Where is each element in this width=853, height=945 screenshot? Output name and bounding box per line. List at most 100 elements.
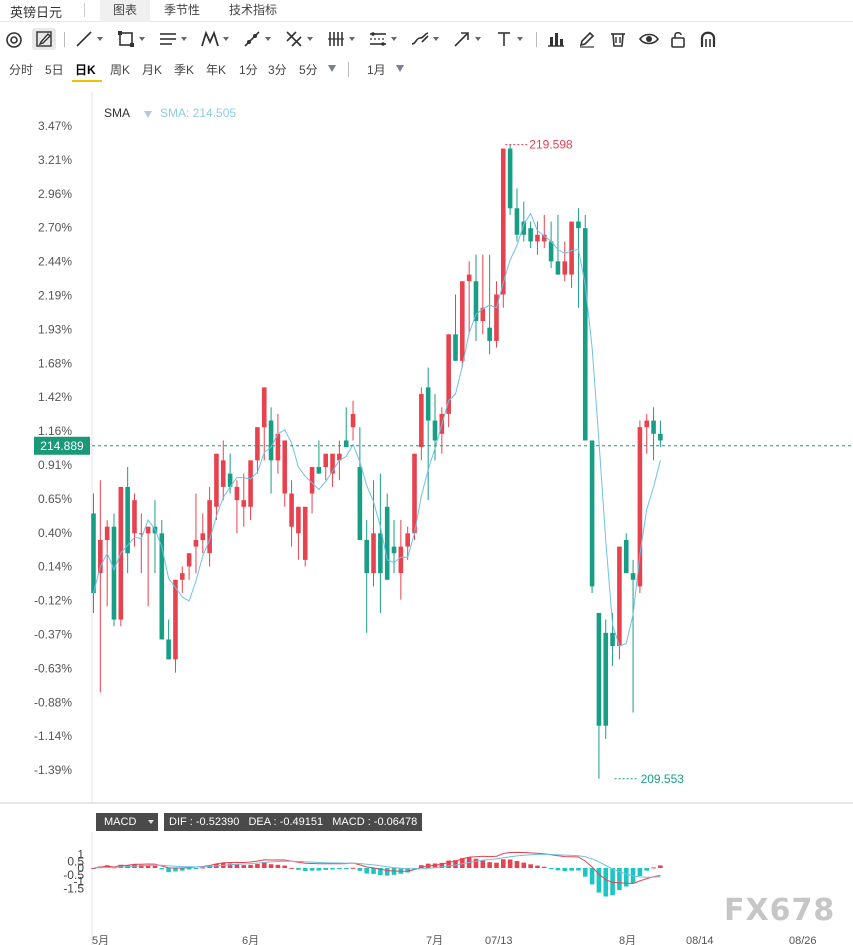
- macd-hist-bar: [494, 862, 499, 868]
- period-3min[interactable]: 3分: [268, 63, 287, 77]
- tab-technical[interactable]: 技术指标: [228, 3, 277, 17]
- y-tick-label: 1.16%: [38, 424, 72, 438]
- y-tick-label: 1.68%: [38, 356, 72, 370]
- x-tick-label: 08/26: [789, 935, 817, 945]
- y-tick-label: 0.65%: [38, 492, 72, 506]
- trash-icon[interactable]: [608, 28, 628, 50]
- candle-body: [241, 500, 247, 507]
- candle-body: [255, 427, 260, 461]
- indicator-toggle-icon: [144, 111, 152, 118]
- lock-icon[interactable]: [668, 28, 688, 50]
- macd-hist-bar: [378, 868, 383, 876]
- candle-body: [343, 440, 349, 448]
- macd-hist-bar: [173, 868, 178, 872]
- price-chart[interactable]: 3.47% 3.21% 2.96% 2.70% 2.44% 2.19% 1.93% 1.68%…: [0, 92, 853, 804]
- candle-body: [582, 228, 588, 441]
- y-tick-label: 2.44%: [38, 255, 72, 269]
- magnet-icon[interactable]: [698, 28, 718, 50]
- y-tick-label: 2.96%: [38, 187, 72, 201]
- range-select[interactable]: 1月: [367, 63, 386, 77]
- channel-icon[interactable]: [368, 28, 397, 50]
- macd-hist-bar: [562, 868, 568, 872]
- candle-body: [234, 486, 240, 501]
- hlines-icon[interactable]: [158, 28, 187, 50]
- y-tick-label: -1.39%: [34, 763, 72, 777]
- eye-icon[interactable]: [638, 28, 660, 50]
- current-price-tag: [34, 436, 90, 455]
- y-tick-label: -0.12%: [34, 594, 72, 608]
- max-annotation: 219.598: [529, 138, 573, 152]
- macd-hist-bar: [186, 868, 192, 870]
- period-quarterly[interactable]: 季K: [174, 63, 195, 77]
- candle-body: [432, 420, 438, 441]
- y-tick-label: -0.37%: [34, 628, 72, 642]
- period-monthly[interactable]: 月K: [142, 63, 163, 77]
- brush-icon[interactable]: [410, 28, 439, 50]
- rect-icon[interactable]: [116, 28, 145, 50]
- candle-body: [98, 539, 103, 574]
- macd-hist-bar: [139, 864, 144, 868]
- line-icon[interactable]: [74, 28, 103, 50]
- x-tick-label: 08/14: [686, 935, 714, 945]
- candle-body: [610, 632, 615, 647]
- period-yearly[interactable]: 年K: [206, 63, 227, 77]
- text-icon[interactable]: [494, 28, 523, 50]
- toolbar-divider: [536, 32, 537, 47]
- period-intraday[interactable]: 分时: [9, 63, 34, 77]
- period-5day[interactable]: 5日: [45, 63, 64, 77]
- candle-body: [296, 506, 301, 534]
- macd-hist-bar: [460, 858, 465, 868]
- y-tick-label: -1.14%: [34, 729, 72, 743]
- macd-chart[interactable]: 10.50-0.5-1-1.5 5月 6月 7月 07/13 8月 08/14 08/26: [0, 832, 853, 945]
- macd-hist-bar: [548, 868, 554, 869]
- period-selector: 分时 5日 日K 周K 月K 季K 年K 1分 3分 5分 1月: [0, 58, 853, 82]
- more-periods-icon[interactable]: [328, 65, 336, 72]
- macd-hist-bar: [323, 868, 329, 870]
- tab-chart[interactable]: 图表: [100, 0, 150, 22]
- macd-hist-bar: [282, 865, 288, 868]
- circle-tool-icon[interactable]: [4, 28, 24, 50]
- macd-hist-bar: [296, 868, 301, 870]
- macd-hist-bar: [603, 868, 609, 897]
- macd-hist-bar: [541, 866, 547, 868]
- macd-hist-bar: [507, 859, 513, 868]
- cross-icon[interactable]: [284, 28, 313, 50]
- indicator-name: SMA: [104, 106, 130, 120]
- macd-hist-bar: [364, 868, 369, 874]
- candle-body: [501, 148, 506, 295]
- trendline-icon[interactable]: [242, 28, 271, 50]
- candle-body: [371, 533, 376, 574]
- min-annotation: 209.553: [641, 772, 685, 786]
- pattern-icon[interactable]: [200, 28, 229, 50]
- candle-body: [316, 466, 322, 474]
- pen-icon[interactable]: [32, 28, 56, 50]
- period-weekly[interactable]: 周K: [110, 63, 131, 77]
- macd-hist-bar: [91, 868, 96, 869]
- period-daily[interactable]: 日K: [75, 63, 96, 77]
- pencil-icon[interactable]: [577, 28, 597, 50]
- macd-hist-bar: [152, 865, 158, 868]
- y-tick-label: -0.88%: [34, 695, 72, 709]
- period-1min[interactable]: 1分: [239, 63, 258, 77]
- candle-body: [357, 466, 363, 540]
- macd-hist-bar: [337, 868, 342, 870]
- macd-select[interactable]: MACD: [96, 813, 158, 831]
- vbars-icon[interactable]: [326, 28, 355, 50]
- macd-hist-bar: [200, 867, 206, 869]
- macd-hist-bar: [473, 858, 479, 868]
- macd-hist-bar: [118, 864, 124, 868]
- candle-body: [460, 281, 465, 361]
- arrow-icon[interactable]: [452, 28, 481, 50]
- candle-body: [302, 506, 308, 560]
- period-5min[interactable]: 5分: [299, 63, 318, 77]
- macd-hist-bar: [610, 868, 615, 896]
- macd-hist-bar: [330, 868, 335, 870]
- y-tick-label: 2.70%: [38, 221, 72, 235]
- macd-hist-bar: [289, 867, 294, 869]
- macd-hist-bar: [555, 868, 561, 871]
- candle-body: [173, 579, 178, 660]
- tab-seasonality[interactable]: 季节性: [163, 3, 200, 17]
- range-dropdown-icon[interactable]: [396, 65, 404, 72]
- macd-hist-bar: [446, 860, 451, 868]
- barchart-icon[interactable]: [546, 28, 566, 50]
